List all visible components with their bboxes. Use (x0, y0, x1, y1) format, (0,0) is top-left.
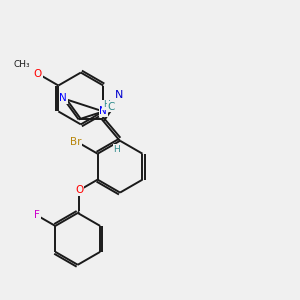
Text: F: F (34, 210, 40, 220)
Text: N: N (115, 90, 123, 100)
Text: N: N (59, 94, 67, 103)
Text: O: O (34, 69, 42, 79)
Text: H: H (103, 100, 110, 109)
Text: H: H (113, 145, 120, 154)
Text: O: O (75, 185, 83, 195)
Text: CH₃: CH₃ (14, 60, 31, 69)
Text: C: C (107, 102, 115, 112)
Text: Br: Br (70, 137, 81, 147)
Text: N: N (99, 106, 107, 116)
